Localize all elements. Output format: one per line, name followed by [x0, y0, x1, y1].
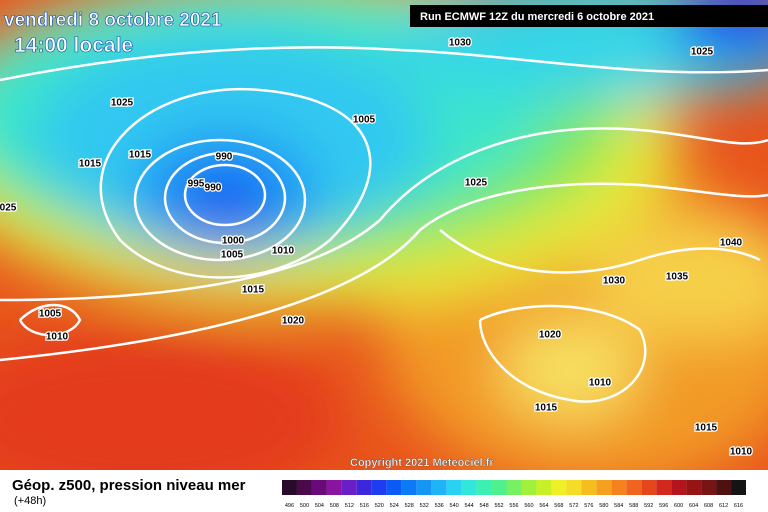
scale-swatch — [341, 480, 357, 495]
scale-label: 580 — [599, 503, 608, 509]
scale-swatch — [311, 480, 327, 495]
scale-swatch — [611, 480, 627, 495]
scale-swatch — [521, 480, 537, 495]
scale-swatch — [446, 480, 462, 495]
scale-swatch — [686, 480, 702, 495]
isobar-label: 1010 — [46, 332, 69, 343]
isobar-label: 1015 — [129, 150, 152, 161]
isobar-label: 1020 — [282, 316, 305, 327]
color-scale: 496 500 504 508 512 516 520 524 528 532 536 540 544 5… — [282, 480, 746, 509]
isobar-label: 1025 — [111, 98, 134, 109]
isobar-label: 1015 — [695, 423, 718, 434]
scale-label: 612 — [719, 503, 728, 509]
scale-swatch — [371, 480, 387, 495]
scale-label: 552 — [494, 503, 503, 509]
scale-swatch — [596, 480, 612, 495]
scale-label: 540 — [450, 503, 459, 509]
isobar-label: 1005 — [353, 115, 376, 126]
map-subtitle: 14:00 locale — [14, 34, 133, 57]
isobar-label: 1000 — [222, 236, 245, 247]
scale-label: 536 — [435, 503, 444, 509]
isobar-label: 990 — [205, 183, 222, 194]
scale-swatch — [326, 480, 342, 495]
scale-label: 544 — [465, 503, 474, 509]
isobars — [0, 46, 768, 403]
scale-swatch — [401, 480, 417, 495]
scale-swatch — [536, 480, 552, 495]
scale-label: 564 — [539, 503, 548, 509]
scale-swatch — [506, 480, 522, 495]
isobar-label: 1025 — [465, 178, 488, 189]
scale-swatch — [296, 480, 312, 495]
scale-label: 592 — [644, 503, 653, 509]
isobar-label: 1015 — [79, 159, 102, 170]
isobar-label: 995 — [188, 179, 205, 190]
scale-label: 520 — [375, 503, 384, 509]
isobar-label: 1010 — [272, 246, 295, 257]
scale-label: 576 — [584, 503, 593, 509]
scale-label: 568 — [554, 503, 563, 509]
scale-swatch — [491, 480, 507, 495]
scale-swatch — [671, 480, 687, 495]
isobar-label: 1030 — [449, 38, 472, 49]
scale-label: 584 — [614, 503, 623, 509]
scale-swatch — [701, 480, 717, 495]
scale-swatch — [416, 480, 432, 495]
isobar-label: 1040 — [720, 238, 743, 249]
scale-swatch — [386, 480, 402, 495]
scale-label: 508 — [330, 503, 339, 509]
scale-label: 596 — [659, 503, 668, 509]
isobar-label: 025 — [0, 203, 17, 214]
isobar-label: 1035 — [666, 272, 689, 283]
scale-swatch — [731, 480, 746, 495]
scale-label: 608 — [704, 503, 713, 509]
scale-label: 560 — [524, 503, 533, 509]
copyright: Copyright 2021 Meteociel.fr — [350, 457, 494, 469]
scale-swatch — [431, 480, 447, 495]
scale-label: 500 — [300, 503, 309, 509]
run-box — [410, 5, 768, 27]
run-label: Run ECMWF 12Z du mercredi 6 octobre 2021 — [420, 11, 654, 23]
isobar-label: 1005 — [39, 309, 62, 320]
scale-swatch — [581, 480, 597, 495]
scale-label: 548 — [479, 503, 488, 509]
scale-label: 528 — [405, 503, 414, 509]
scale-label: 616 — [734, 503, 743, 509]
isobar-label: 1025 — [691, 47, 714, 58]
scale-label: 532 — [420, 503, 429, 509]
scale-swatch — [282, 480, 297, 495]
scale-label: 600 — [674, 503, 683, 509]
isobar-label: 1010 — [589, 378, 612, 389]
scale-label: 604 — [689, 503, 698, 509]
footer-title: Géop. z500, pression niveau mer — [12, 477, 246, 494]
footer-lead: (+48h) — [14, 495, 46, 507]
scale-swatch — [641, 480, 657, 495]
isobar-label: 1015 — [535, 403, 558, 414]
scale-label: 524 — [390, 503, 399, 509]
isobar-label: 1030 — [603, 276, 626, 287]
scale-swatch — [476, 480, 492, 495]
scale-label: 572 — [569, 503, 578, 509]
isobar-label: 1015 — [242, 285, 265, 296]
scale-label: 588 — [629, 503, 638, 509]
isobar-label: 1005 — [221, 250, 244, 261]
scale-swatch — [461, 480, 477, 495]
scale-label: 496 — [285, 503, 294, 509]
scale-swatch — [566, 480, 582, 495]
scale-label: 504 — [315, 503, 324, 509]
isobar-label: 1010 — [730, 447, 753, 458]
scale-swatch — [626, 480, 642, 495]
scale-swatch — [656, 480, 672, 495]
scale-label: 512 — [345, 503, 354, 509]
isobar-label: 1020 — [539, 330, 562, 341]
isobar-label: 990 — [216, 152, 233, 163]
scale-label: 516 — [360, 503, 369, 509]
scale-label: 556 — [509, 503, 518, 509]
scale-swatch — [356, 480, 372, 495]
map-title: vendredi 8 octobre 2021 — [4, 10, 222, 31]
scale-swatch — [551, 480, 567, 495]
scale-swatch — [716, 480, 732, 495]
